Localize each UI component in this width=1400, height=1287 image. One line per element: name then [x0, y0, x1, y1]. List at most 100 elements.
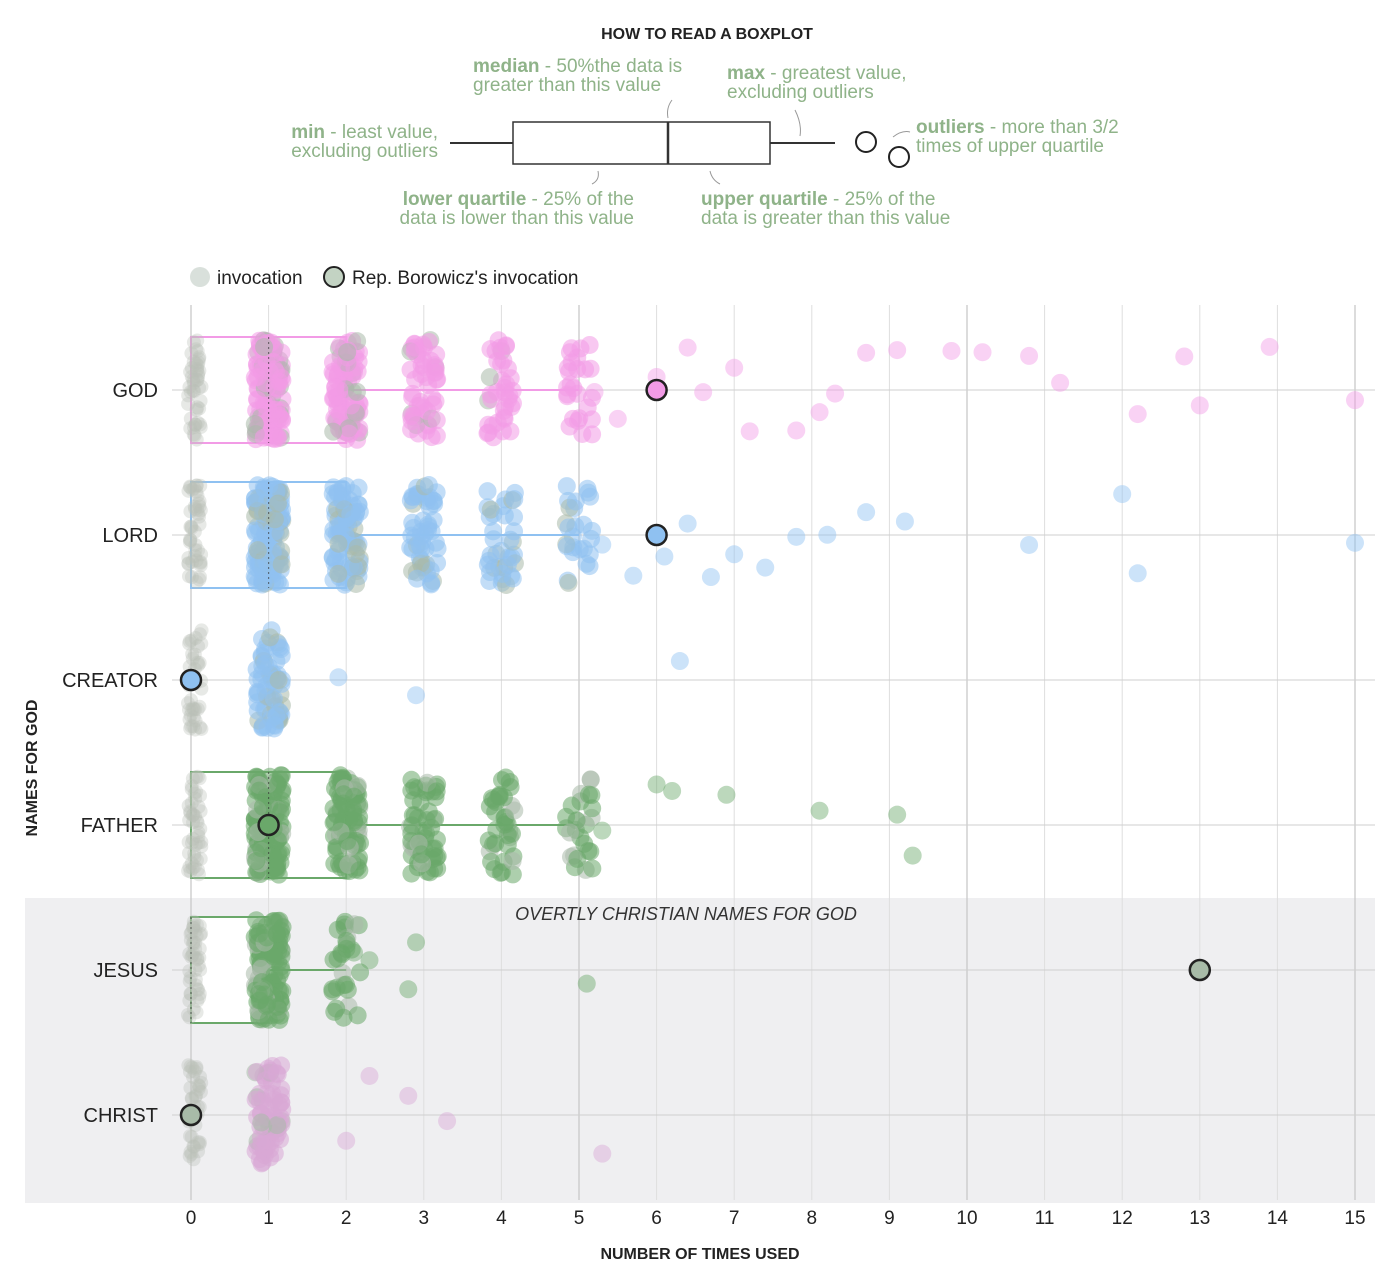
- point: [325, 812, 344, 831]
- point: [188, 713, 203, 728]
- category-jesus: [180, 911, 1212, 1029]
- point: [192, 699, 207, 714]
- point: [424, 511, 443, 530]
- point: [187, 950, 202, 965]
- point: [181, 388, 196, 403]
- outlier-point: [360, 1066, 379, 1085]
- point: [182, 813, 197, 828]
- point: [191, 867, 206, 882]
- point: [583, 859, 602, 878]
- point: [183, 933, 198, 948]
- point: [183, 693, 198, 708]
- guide-outlier-1: [855, 131, 877, 153]
- point: [186, 702, 201, 717]
- point: [190, 862, 205, 877]
- point: [329, 534, 348, 553]
- guide-outliers-term: outliers: [916, 117, 985, 138]
- legend: invocation Rep. Borowicz's invocation: [190, 266, 578, 289]
- x-tick-label-6: 6: [651, 1208, 662, 1229]
- point: [182, 1010, 197, 1025]
- point: [187, 850, 202, 865]
- legend-invocation-label: invocation: [217, 268, 303, 289]
- point: [268, 572, 287, 591]
- point: [184, 346, 199, 361]
- point: [190, 503, 205, 518]
- point: [566, 492, 585, 511]
- point: [186, 914, 201, 929]
- outlier-point: [1175, 347, 1194, 366]
- point: [191, 1078, 206, 1093]
- point: [188, 923, 203, 938]
- point: [194, 839, 209, 854]
- point: [189, 918, 204, 933]
- point: [184, 1129, 199, 1144]
- point: [253, 797, 272, 816]
- point: [498, 359, 517, 378]
- point: [479, 831, 498, 850]
- point: [188, 942, 203, 957]
- point: [188, 935, 203, 950]
- point: [187, 384, 202, 399]
- point: [345, 915, 364, 934]
- point: [186, 719, 201, 734]
- point: [245, 521, 264, 540]
- boxplot-guide: HOW TO READ A BOXPLOT median - 50%the da…: [291, 26, 1119, 229]
- point: [248, 390, 267, 409]
- outlier-point: [1346, 391, 1364, 410]
- point: [351, 963, 370, 982]
- point: [190, 951, 205, 966]
- outlier-point: [329, 668, 348, 687]
- outlier-point: [670, 652, 689, 671]
- point: [557, 477, 576, 496]
- point: [191, 982, 206, 997]
- y-category-label-creator: CREATOR: [62, 670, 158, 692]
- point: [479, 423, 498, 442]
- outlier-point: [810, 801, 829, 820]
- point: [190, 655, 205, 670]
- outlier-point: [1051, 373, 1070, 392]
- point: [403, 384, 422, 403]
- point: [183, 532, 198, 547]
- point: [186, 815, 201, 830]
- point: [326, 378, 345, 397]
- guide-leader-lq: [591, 170, 599, 185]
- point: [191, 355, 206, 370]
- point: [184, 778, 199, 793]
- point: [505, 490, 524, 509]
- point: [186, 920, 201, 935]
- point: [183, 533, 198, 548]
- x-tick-label-12: 12: [1112, 1208, 1133, 1229]
- point: [184, 796, 199, 811]
- point: [187, 524, 202, 539]
- point: [184, 835, 199, 850]
- category-creator: [179, 621, 689, 738]
- point: [186, 373, 201, 388]
- borowicz-marker-jesus: [1188, 958, 1212, 982]
- point: [193, 393, 208, 408]
- point: [191, 369, 206, 384]
- point: [190, 488, 205, 503]
- point: [427, 345, 446, 364]
- point: [190, 363, 205, 378]
- point: [494, 788, 513, 807]
- point: [189, 342, 204, 357]
- outlier-point: [399, 980, 418, 999]
- outlier-point: [717, 785, 736, 804]
- point: [424, 491, 443, 510]
- point: [192, 509, 207, 524]
- point: [265, 510, 284, 529]
- point: [250, 781, 269, 800]
- point: [501, 530, 520, 549]
- point: [192, 1135, 207, 1150]
- x-tick-label-1: 1: [263, 1208, 274, 1229]
- point: [191, 657, 206, 672]
- point: [189, 1088, 204, 1103]
- point: [188, 770, 203, 785]
- point: [191, 1082, 206, 1097]
- point: [578, 479, 597, 498]
- point: [339, 424, 358, 443]
- borowicz-marker-lord: [645, 523, 668, 547]
- point: [181, 396, 196, 411]
- point: [183, 411, 198, 426]
